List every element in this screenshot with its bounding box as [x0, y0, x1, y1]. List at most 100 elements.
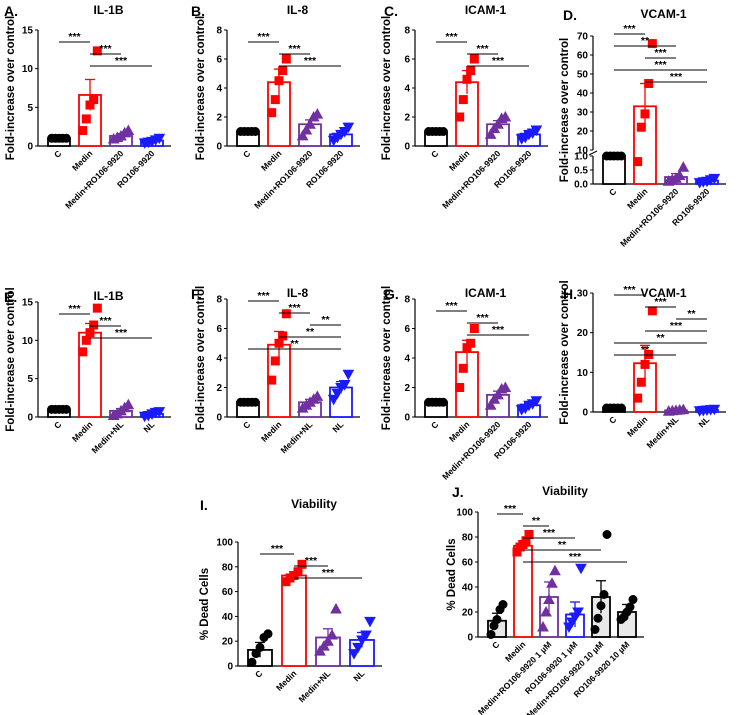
x-tick-label: C: [429, 419, 440, 430]
significance-label: ***: [68, 303, 81, 315]
y-tick-label: 20: [222, 637, 234, 648]
y-tick-label: 6: [216, 324, 222, 335]
y-tick-label: 0: [27, 413, 33, 424]
y-tick-label: 40: [577, 89, 589, 100]
data-point: [322, 635, 334, 646]
y-axis-label: Fold-increase over control: [559, 280, 571, 424]
y-tick-label: 6: [404, 55, 410, 66]
data-point: [92, 46, 102, 56]
data-point: [596, 601, 606, 611]
data-point: [546, 577, 558, 588]
significance-label: ***: [476, 312, 489, 324]
panel-letter: H.: [563, 286, 577, 302]
data-point: [455, 383, 465, 392]
data-point: [540, 605, 552, 617]
panel-letter: I.: [200, 497, 208, 513]
x-tick-label: Medin+NL: [644, 414, 680, 450]
significance-label: **: [656, 332, 665, 344]
y-tick-label: 4: [216, 84, 222, 95]
y-tick-label: 8: [216, 26, 222, 37]
significance-label: ***: [670, 320, 683, 332]
data-point: [61, 404, 71, 414]
x-tick-label: Medin: [274, 668, 298, 692]
y-tick-label: 30: [577, 108, 589, 119]
x-tick-label: Medin+NL: [278, 419, 314, 455]
data-point: [673, 169, 686, 181]
significance-label: ***: [670, 71, 683, 83]
significance-label: ***: [115, 327, 128, 339]
data-point: [640, 359, 650, 369]
data-point: [636, 122, 646, 132]
bar-1: [281, 574, 307, 667]
panel-title: IL-1B: [94, 289, 124, 303]
panel-letter: E.: [4, 289, 17, 305]
y-tick-label: 10: [22, 336, 34, 347]
data-point: [326, 628, 338, 640]
x-tick-label: C: [607, 414, 618, 425]
y-tick-label: 40: [222, 612, 234, 623]
data-point: [255, 642, 265, 652]
significance-label: ***: [288, 302, 301, 314]
y-tick-label: 5: [27, 103, 33, 114]
data-point: [616, 403, 626, 413]
x-tick-label: C: [253, 668, 264, 679]
data-point: [492, 388, 504, 400]
panel-title: VCAM-1: [640, 7, 686, 21]
y-tick-label: 4: [404, 354, 410, 365]
data-point: [250, 397, 260, 407]
y-tick-label: 0: [27, 142, 33, 153]
y-tick-label: 80: [462, 533, 474, 544]
y-tick-label: 4: [216, 354, 222, 365]
x-tick-label: NL: [351, 668, 366, 683]
significance-label: ***: [257, 290, 270, 302]
panel-letter: J.: [452, 484, 464, 500]
significance-label: ***: [322, 567, 335, 579]
y-axis-label: Fold-increase over control: [559, 38, 571, 182]
significance-label: ***: [623, 23, 636, 35]
data-point: [647, 39, 657, 49]
x-tick-label: Medin+NL: [296, 668, 332, 704]
data-point: [499, 110, 512, 122]
y-tick-label: 20: [577, 328, 589, 339]
significance-label: **: [687, 308, 696, 320]
data-point: [311, 108, 324, 119]
significance-label: **: [532, 515, 541, 527]
y-tick-label: 10: [22, 64, 34, 75]
significance-label: ***: [115, 55, 128, 67]
significance-label: ***: [654, 296, 667, 308]
data-point: [338, 380, 351, 391]
x-tick-label: Medin: [259, 148, 283, 172]
panel-i: 0 20 40 60 80 100 % Dead Cells I. Viability C Medi…: [199, 497, 382, 704]
data-point: [122, 124, 135, 136]
x-tick-label: Medin+RO106-9920: [618, 186, 681, 249]
data-point: [677, 161, 690, 172]
panel-letter: G.: [384, 286, 399, 302]
panel-title: ICAM-1: [465, 286, 507, 300]
significance-label: ***: [304, 55, 317, 67]
significance-label: **: [306, 326, 315, 338]
y-axis-label: Fold-increase over control: [195, 16, 207, 160]
data-point: [330, 602, 342, 614]
data-point: [438, 397, 448, 407]
data-point: [331, 388, 344, 400]
data-point: [311, 390, 324, 401]
data-point: [602, 530, 612, 539]
data-point: [636, 377, 646, 387]
x-tick-label: Medin: [503, 639, 527, 663]
data-point: [469, 54, 479, 64]
y-tick-label: 8: [404, 295, 410, 306]
significance-label: ***: [445, 300, 458, 312]
y-tick-label: 0: [467, 633, 473, 644]
y-tick-label: 20: [462, 608, 474, 619]
significance-label: ***: [623, 284, 636, 296]
y-tick-label: 0: [582, 408, 588, 419]
data-point: [92, 303, 102, 313]
significance-label: **: [290, 338, 299, 350]
panel-letter: C.: [384, 3, 398, 19]
significance-label: ***: [99, 43, 112, 55]
